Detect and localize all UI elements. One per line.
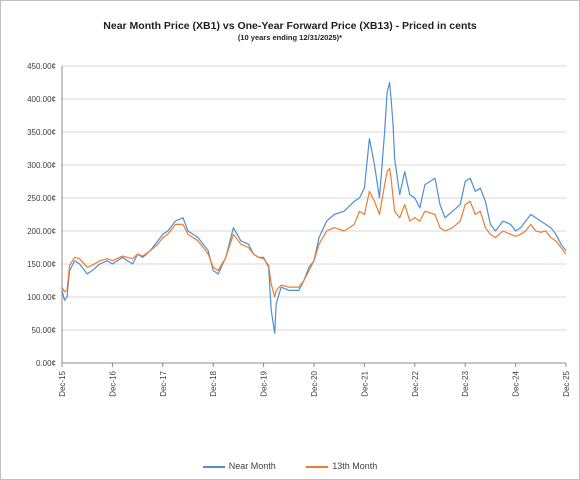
y-tick-label: 200.00¢ [27,227,56,236]
y-tick-label: 150.00¢ [27,260,56,269]
y-tick-label: 0.00¢ [36,359,56,368]
legend-item-near-month: Near Month [202,461,276,471]
y-axis: 0.00¢ 50.00¢ 100.00¢ 150.00¢ 200.00¢ 250.00¢ 3… [27,62,63,368]
chart-subtitle: (10 years ending 12/31/2025)* [237,33,343,42]
y-tick-label: 50.00¢ [32,326,56,335]
x-axis: Dec-15 Dec-16 Dec-17 Dec-18 Dec-19 Dec-20 Dec-… [58,363,571,397]
y-tick-label: 250.00¢ [27,194,56,203]
legend-swatch-near-month [202,465,225,468]
legend-label-13th-month: 13th Month [332,461,378,471]
gridlines [62,65,566,364]
legend-swatch-13th-month [306,465,329,468]
legend-item-13th-month: 13th Month [306,461,377,471]
x-tick-label: Dec-21 [360,370,369,396]
x-tick-label: Dec-15 [58,370,67,396]
x-tick-label: Dec-22 [411,370,420,396]
series-line-near-month [61,81,567,334]
y-tick-label: 450.00¢ [27,62,56,71]
x-tick-label: Dec-19 [260,370,269,396]
x-tick-label: Dec-17 [159,370,168,396]
x-tick-label: Dec-25 [562,370,571,396]
legend: Near Month 13th Month [0,461,580,471]
x-tick-label: Dec-18 [209,370,218,396]
y-tick-label: 350.00¢ [27,128,56,137]
y-tick-label: 100.00¢ [27,293,56,302]
x-tick-label: Dec-24 [512,370,521,396]
legend-label-near-month: Near Month [228,461,276,471]
x-tick-label: Dec-16 [108,370,117,396]
x-tick-label: Dec-20 [310,370,319,396]
series-lines [61,81,567,334]
y-tick-label: 300.00¢ [27,161,56,170]
x-tick-label: Dec-23 [461,370,470,396]
y-tick-label: 400.00¢ [27,95,56,104]
series-line-13th-month [61,167,567,298]
chart-title: Near Month Price (XB1) vs One-Year Forwa… [103,20,477,32]
